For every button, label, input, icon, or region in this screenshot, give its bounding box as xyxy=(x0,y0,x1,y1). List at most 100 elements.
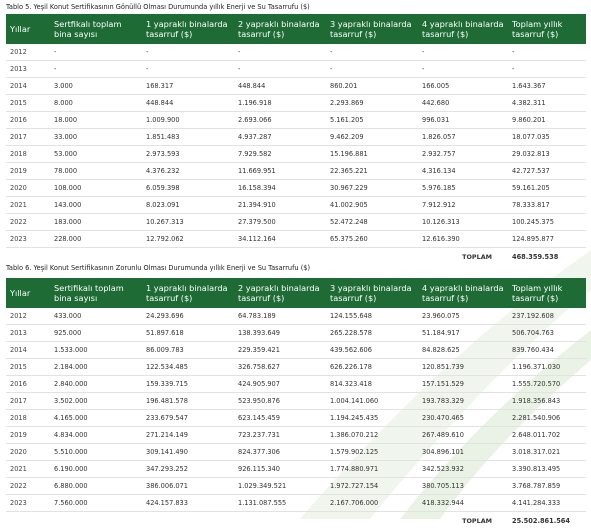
value-cell: 2.840.000 xyxy=(50,376,142,393)
value-cell: 926.115.340 xyxy=(234,461,326,478)
value-cell: 1.194.245.435 xyxy=(326,410,418,427)
value-cell: 159.339.715 xyxy=(142,376,234,393)
value-cell: 124.895.877 xyxy=(508,231,586,248)
column-header: 1 yapraklı binalarda tasarruf ($) xyxy=(142,14,234,44)
value-cell: 157.151.529 xyxy=(418,376,508,393)
year-cell: 2018 xyxy=(6,146,50,163)
value-cell: 623.145.459 xyxy=(234,410,326,427)
value-cell: 1.579.902.125 xyxy=(326,444,418,461)
year-cell: 2021 xyxy=(6,197,50,214)
value-cell: 9.860.201 xyxy=(508,112,586,129)
value-cell: 1.004.141.060 xyxy=(326,393,418,410)
value-cell: 183.000 xyxy=(50,214,142,231)
value-cell: 16.158.394 xyxy=(234,180,326,197)
column-header: Toplam yıllık tasarruf ($) xyxy=(508,14,586,44)
value-cell: 925.000 xyxy=(50,325,142,342)
value-cell: 228.000 xyxy=(50,231,142,248)
value-cell: 1.386.070.212 xyxy=(326,427,418,444)
column-header: 3 yapraklı binalarda tasarruf ($) xyxy=(326,278,418,308)
year-cell: 2014 xyxy=(6,342,50,359)
year-cell: 2016 xyxy=(6,376,50,393)
value-cell: 2.693.066 xyxy=(234,112,326,129)
value-cell: 1.196.918 xyxy=(234,95,326,112)
value-cell: 5.510.000 xyxy=(50,444,142,461)
value-cell: 34.112.164 xyxy=(234,231,326,248)
total-value: 25.502.861.564 xyxy=(508,512,586,530)
value-cell: 448.844 xyxy=(234,78,326,95)
year-cell: 2017 xyxy=(6,129,50,146)
value-cell: 2.281.540.906 xyxy=(508,410,586,427)
value-cell: 84.828.625 xyxy=(418,342,508,359)
value-cell: 229.359.421 xyxy=(234,342,326,359)
year-cell: 2015 xyxy=(6,95,50,112)
year-cell: 2015 xyxy=(6,359,50,376)
value-cell: 4.316.134 xyxy=(418,163,508,180)
value-cell: 12.616.390 xyxy=(418,231,508,248)
value-cell: 418.332.944 xyxy=(418,495,508,512)
value-cell: - xyxy=(142,61,234,78)
value-cell: 2.648.011.702 xyxy=(508,427,586,444)
value-cell: 271.214.149 xyxy=(142,427,234,444)
value-cell: 448.844 xyxy=(142,95,234,112)
value-cell: 100.245.375 xyxy=(508,214,586,231)
value-cell: 7.912.912 xyxy=(418,197,508,214)
value-cell: - xyxy=(508,61,586,78)
value-cell: 3.018.317.021 xyxy=(508,444,586,461)
value-cell: 506.704.763 xyxy=(508,325,586,342)
value-cell: 124.155.648 xyxy=(326,308,418,325)
value-cell: 860.201 xyxy=(326,78,418,95)
value-cell: 424.157.833 xyxy=(142,495,234,512)
year-cell: 2022 xyxy=(6,478,50,495)
value-cell: 108.000 xyxy=(50,180,142,197)
value-cell: - xyxy=(418,61,508,78)
year-cell: 2016 xyxy=(6,112,50,129)
value-cell: 3.768.787.859 xyxy=(508,478,586,495)
value-cell: 839.760.434 xyxy=(508,342,586,359)
year-cell: 2020 xyxy=(6,444,50,461)
value-cell: 29.032.813 xyxy=(508,146,586,163)
value-cell: 6.880.000 xyxy=(50,478,142,495)
value-cell: 1.643.367 xyxy=(508,78,586,95)
value-cell: 15.196.881 xyxy=(326,146,418,163)
column-header: 2 yapraklı binalarda tasarruf ($) xyxy=(234,278,326,308)
value-cell: 78.333.817 xyxy=(508,197,586,214)
value-cell: 1.555.720.570 xyxy=(508,376,586,393)
table-row: 2013------ xyxy=(6,61,586,78)
value-cell: - xyxy=(142,44,234,61)
value-cell: 824.377.306 xyxy=(234,444,326,461)
value-cell: 22.365.221 xyxy=(326,163,418,180)
value-cell: 347.293.252 xyxy=(142,461,234,478)
value-cell: 433.000 xyxy=(50,308,142,325)
value-cell: 1.009.900 xyxy=(142,112,234,129)
value-cell: 7.929.582 xyxy=(234,146,326,163)
value-cell: - xyxy=(326,44,418,61)
value-cell: 5.161.205 xyxy=(326,112,418,129)
value-cell: 304.896.101 xyxy=(418,444,508,461)
year-cell: 2020 xyxy=(6,180,50,197)
value-cell: 267.489.610 xyxy=(418,427,508,444)
value-cell: 52.472.248 xyxy=(326,214,418,231)
value-cell: 86.009.783 xyxy=(142,342,234,359)
value-cell: - xyxy=(508,44,586,61)
value-cell: 59.161.205 xyxy=(508,180,586,197)
value-cell: 1.029.349.521 xyxy=(234,478,326,495)
year-cell: 2023 xyxy=(6,495,50,512)
column-header: 2 yapraklı binalarda tasarruf ($) xyxy=(234,14,326,44)
value-cell: 2.167.706.000 xyxy=(326,495,418,512)
value-cell: 65.375.260 xyxy=(326,231,418,248)
value-cell: 4.165.000 xyxy=(50,410,142,427)
value-cell: 6.059.398 xyxy=(142,180,234,197)
table-caption: Tablo 6. Yeşil Konut Sertifikasının Zoru… xyxy=(6,261,310,275)
